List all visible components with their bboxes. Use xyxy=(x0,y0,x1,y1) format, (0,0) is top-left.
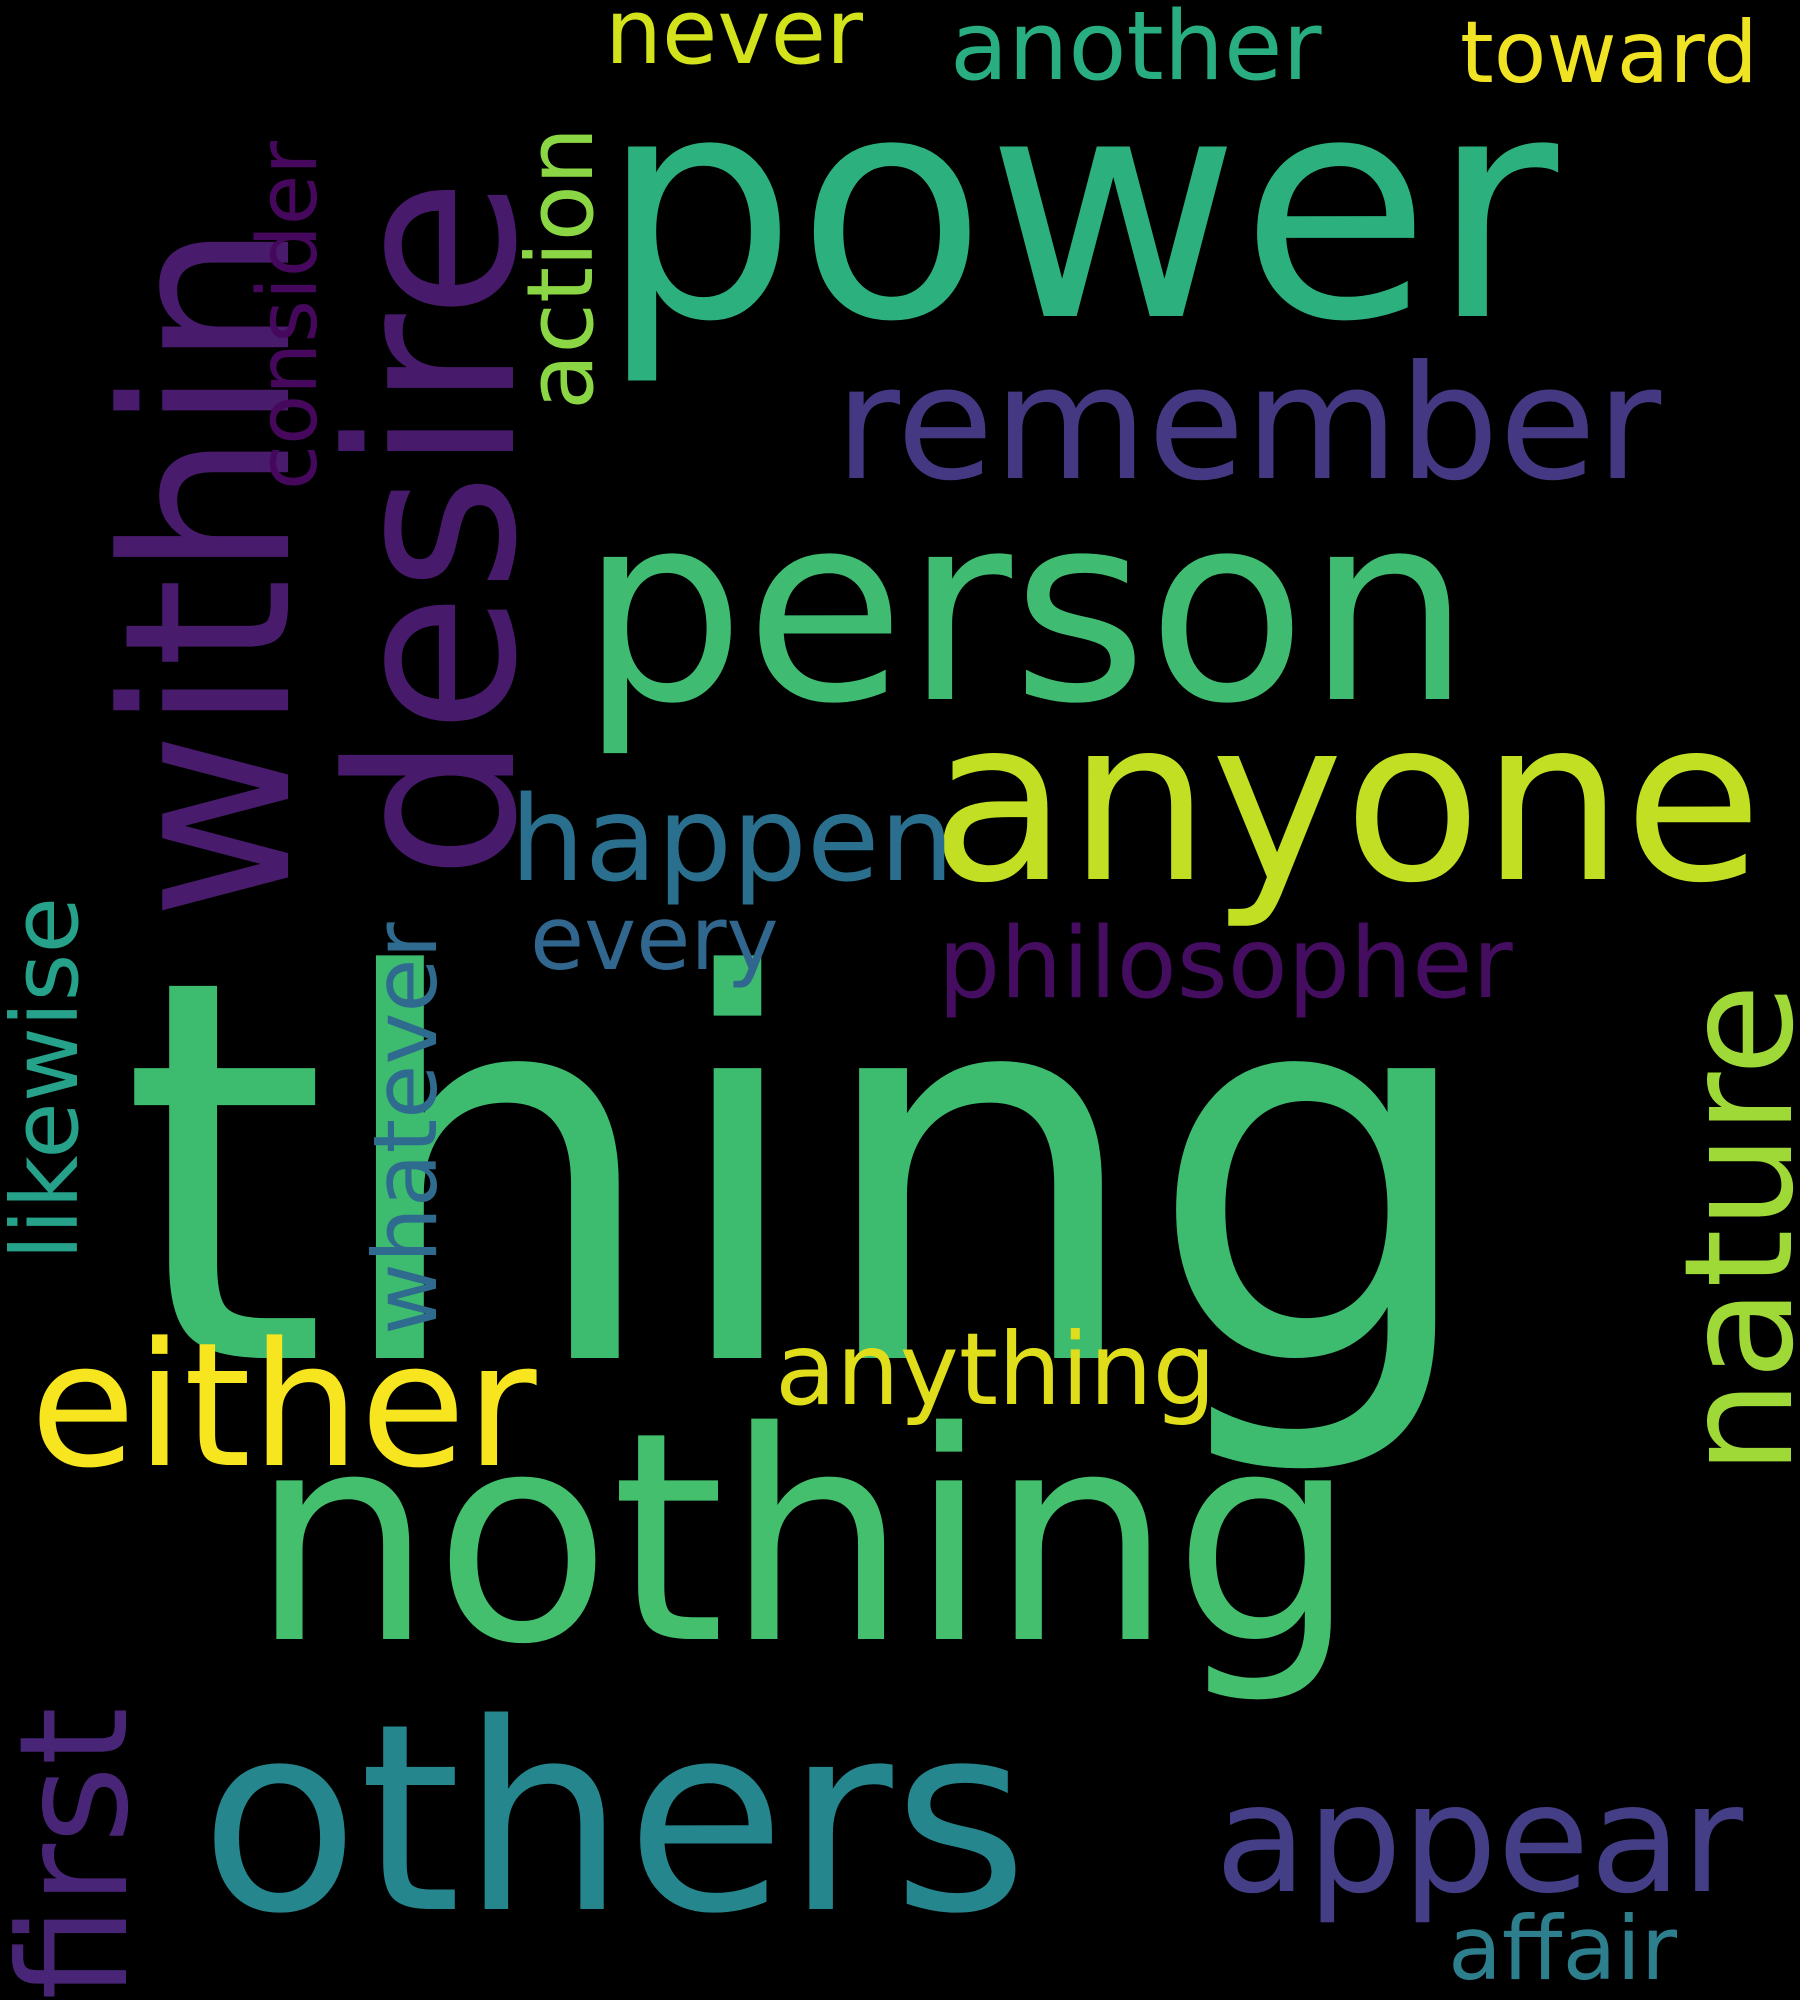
word-person: person xyxy=(580,459,1472,761)
word-anyone: anyone xyxy=(930,671,1763,933)
word-another: another xyxy=(950,0,1322,102)
word-happen: happen xyxy=(510,770,955,908)
word-nothing: nothing xyxy=(250,1371,1358,1708)
word-anything: anything xyxy=(775,1311,1217,1428)
word-remember: remember xyxy=(835,332,1662,516)
word-first: first xyxy=(0,1706,162,2000)
word-nature: nature xyxy=(1653,983,1800,1475)
word-philosopher: philosopher xyxy=(938,907,1513,1021)
word-others: others xyxy=(200,1669,1029,1971)
word-action: action xyxy=(507,126,614,410)
word-every: every xyxy=(530,887,779,990)
word-toward: toward xyxy=(1460,3,1758,103)
word-thing: thing xyxy=(120,866,1484,1483)
word-never: never xyxy=(605,0,864,85)
word-either: either xyxy=(30,1305,537,1506)
word-likewise: likewise xyxy=(0,896,99,1260)
word-consider: consider xyxy=(241,141,336,490)
word-affair: affair xyxy=(1448,1897,1678,2000)
word-appear: appear xyxy=(1215,1753,1744,1927)
word-power: power xyxy=(600,29,1559,390)
word-whatever: whatever xyxy=(354,922,457,1335)
